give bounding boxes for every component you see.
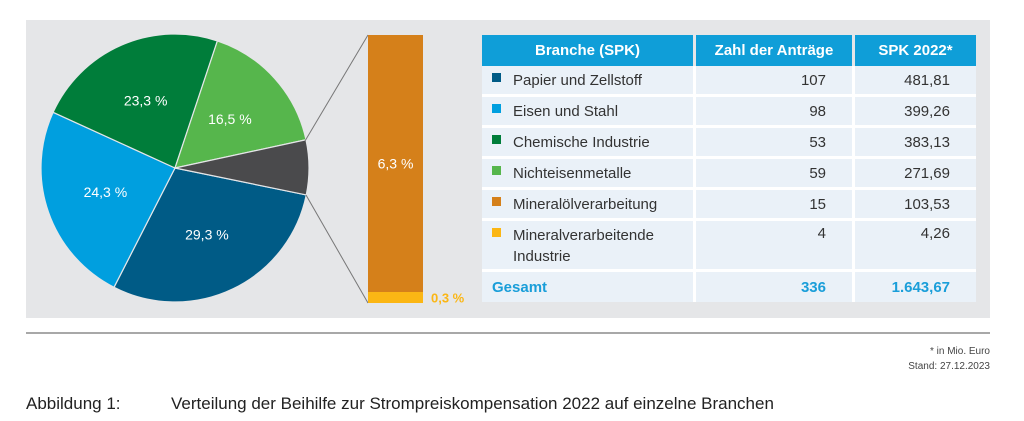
table-row: Nichteisenmetalle 59 271,69 [482, 157, 976, 190]
branche-name: Mineralverarbeitende Industrie [513, 227, 654, 265]
header-antraege: Zahl der Anträge [694, 35, 855, 66]
bar-segment [368, 35, 423, 292]
pie-label: 24,3 % [84, 184, 128, 200]
branche-name: Mineralölverarbeitung [513, 195, 658, 213]
spk-cell: 103,53 [853, 188, 976, 221]
spk-cell: 271,69 [853, 157, 976, 190]
spk-cell: 4,26 [853, 219, 976, 272]
branche-cell: Eisen und Stahl [482, 95, 696, 128]
legend-swatch [492, 228, 501, 237]
count-cell: 4 [694, 219, 855, 272]
branche-cell: Chemische Industrie [482, 126, 696, 159]
legend-swatch [492, 196, 501, 206]
branche-cell: Papier und Zellstoff [482, 66, 696, 97]
branche-name: Eisen und Stahl [513, 102, 619, 120]
caption-label: Abbildung 1: [26, 394, 121, 413]
total-count: 336 [694, 269, 855, 302]
bar-label: 6,3 % [378, 156, 414, 172]
connector-line [304, 34, 369, 142]
bar-segment [368, 292, 423, 303]
branche-name: Nichteisenmetalle [513, 164, 632, 182]
spk-cell: 481,81 [853, 66, 976, 97]
pie-label: 29,3 % [185, 226, 229, 242]
stand-date: Stand: 27.12.2023 [908, 361, 990, 372]
table-row: Mineralverarbeitende Industrie 4 4,26 [482, 219, 976, 272]
pie-label: 16,5 % [208, 111, 252, 127]
spk-cell: 399,26 [853, 95, 976, 128]
table-row: Mineralölverarbeitung 15 103,53 [482, 188, 976, 221]
total-row: Gesamt 336 1.643,67 [482, 269, 976, 302]
count-cell: 59 [694, 157, 855, 190]
pie-chart: 29,3 % 24,3 % 23,3 % 16,5 % 6,3 % 0,3 % [40, 33, 465, 306]
divider [26, 332, 990, 334]
caption-text: Verteilung der Beihilfe zur Strompreisko… [171, 394, 774, 413]
legend-swatch [492, 103, 501, 113]
header-branche: Branche (SPK) [482, 35, 696, 66]
data-table: Branche (SPK) Zahl der Anträge SPK 2022*… [482, 35, 976, 302]
connector-line [305, 194, 369, 304]
table-row: Papier und Zellstoff 107 481,81 [482, 66, 976, 97]
pie-slice [52, 33, 219, 169]
bar-label: 0,3 % [431, 291, 465, 306]
table-header-row: Branche (SPK) Zahl der Anträge SPK 2022* [482, 35, 976, 66]
header-spk: SPK 2022* [853, 35, 976, 66]
pie-slice [40, 111, 176, 289]
count-cell: 98 [694, 95, 855, 128]
total-label: Gesamt [482, 269, 696, 302]
branche-name: Chemische Industrie [513, 133, 650, 151]
branche-cell: Mineralverarbeitende Industrie [482, 219, 696, 272]
branche-name: Papier und Zellstoff [513, 71, 642, 89]
count-cell: 53 [694, 126, 855, 159]
legend-swatch [492, 165, 501, 175]
count-cell: 15 [694, 188, 855, 221]
legend-swatch [492, 134, 501, 144]
table-row: Eisen und Stahl 98 399,26 [482, 95, 976, 128]
legend-swatch [492, 72, 501, 82]
total-spk: 1.643,67 [853, 269, 976, 302]
table-row: Chemische Industrie 53 383,13 [482, 126, 976, 159]
pie-label: 23,3 % [124, 92, 168, 108]
spk-cell: 383,13 [853, 126, 976, 159]
pie-slice [113, 167, 307, 303]
footnote: * in Mio. Euro [929, 346, 990, 357]
branche-cell: Nichteisenmetalle [482, 157, 696, 190]
count-cell: 107 [694, 66, 855, 97]
branche-cell: Mineralölverarbeitung [482, 188, 696, 221]
pie-slice [174, 40, 307, 169]
figure-caption: Abbildung 1: Verteilung der Beihilfe zur … [26, 394, 774, 414]
